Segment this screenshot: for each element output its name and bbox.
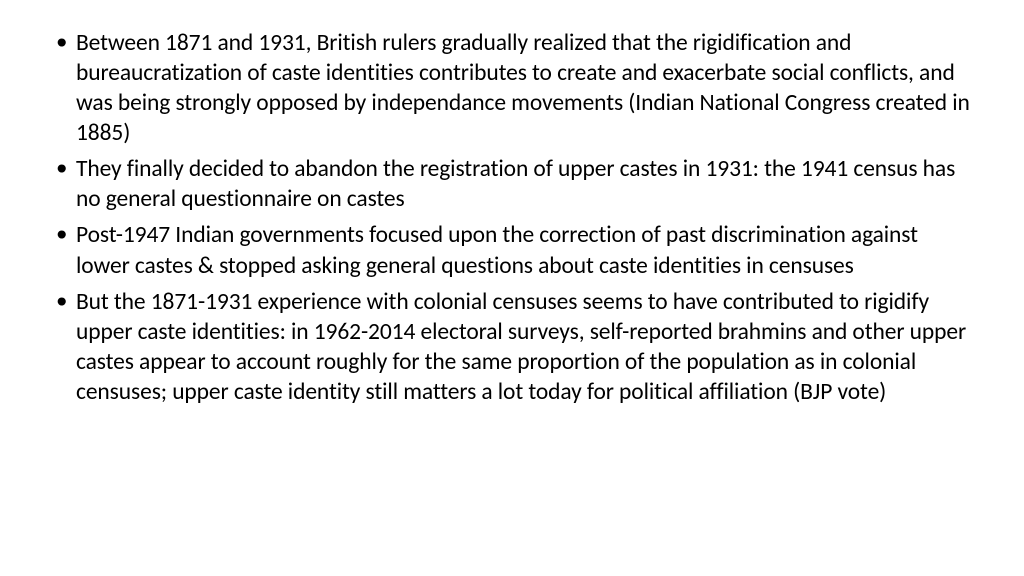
- bullet-item: They finally decided to abandon the regi…: [50, 154, 974, 214]
- bullet-list: Between 1871 and 1931, British rulers gr…: [50, 28, 974, 407]
- bullet-item: But the 1871-1931 experience with coloni…: [50, 287, 974, 407]
- bullet-item: Between 1871 and 1931, British rulers gr…: [50, 28, 974, 148]
- bullet-item: Post-1947 Indian governments focused upo…: [50, 220, 974, 280]
